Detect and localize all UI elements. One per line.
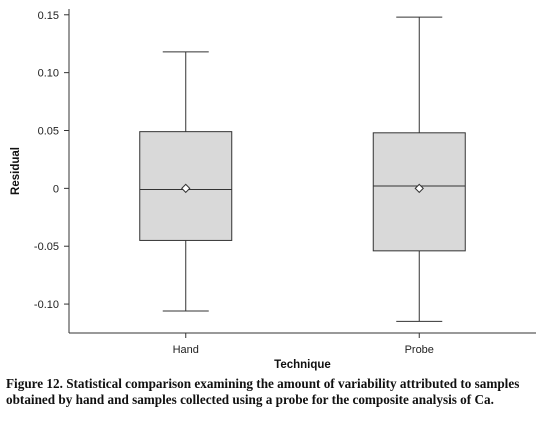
box-plot-chart: 0.15 0.10 0.05 0 -0.05 -0.10 Hand Probe Residu… xyxy=(10,9,536,371)
y-axis-ticks: 0.15 0.10 0.05 0 -0.05 -0.10 xyxy=(34,10,69,311)
y-tick-label: 0.10 xyxy=(38,68,59,80)
y-axis-title: Residual xyxy=(10,147,22,195)
mean-marker xyxy=(414,183,424,194)
y-tick-label: 0.15 xyxy=(38,10,59,22)
x-axis-ticks: Hand Probe xyxy=(173,333,434,356)
box-series xyxy=(139,16,466,322)
figure-caption: Figure 12. Statistical comparison examin… xyxy=(6,376,520,407)
box-probe xyxy=(372,16,466,322)
y-tick-label: -0.10 xyxy=(34,299,59,311)
x-axis-title: Technique xyxy=(274,359,331,371)
x-tick-label: Probe xyxy=(405,344,434,356)
box-hand xyxy=(139,51,233,312)
mean-marker xyxy=(181,183,191,194)
x-tick-label: Hand xyxy=(173,344,199,356)
chart-axes xyxy=(68,9,536,334)
y-tick-label: 0 xyxy=(53,183,59,195)
y-tick-label: 0.05 xyxy=(38,126,59,138)
y-tick-label: -0.05 xyxy=(34,241,59,253)
